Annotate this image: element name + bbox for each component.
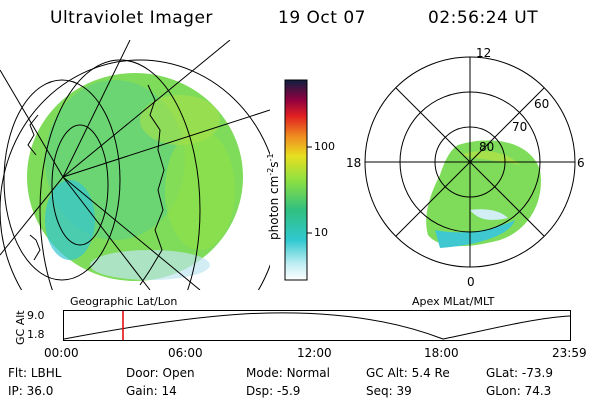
- status-seq: Seq: 39: [366, 384, 412, 398]
- altitude-tick-max: 9.0: [27, 309, 45, 322]
- time-tick-1800: 18:00: [424, 346, 459, 360]
- status-mode: Mode: Normal: [246, 366, 330, 380]
- instrument-title: Ultraviolet Imager: [50, 8, 213, 28]
- colorbar: [284, 79, 312, 281]
- status-filter: Flt: LBHL: [8, 366, 62, 380]
- mlt-label-18: 18: [346, 156, 362, 170]
- mlt-label-12: 12: [476, 46, 492, 60]
- status-dsp: Dsp: -5.9: [246, 384, 301, 398]
- uv-image-disk: [27, 73, 243, 281]
- time-tick-1200: 12:00: [297, 346, 332, 360]
- mlt-label-0: 0: [467, 275, 475, 289]
- colorbar-tick-10: 10: [314, 226, 328, 239]
- polar-caption: Apex MLat/MLT: [412, 295, 495, 308]
- polar-plot: [364, 56, 576, 268]
- status-door: Door: Open: [126, 366, 195, 380]
- time-tick-0000: 00:00: [44, 346, 79, 360]
- lat-lon-grid: [0, 40, 270, 290]
- colorbar-tick-100: 100: [314, 140, 335, 153]
- status-gain: Gain: 14: [126, 384, 177, 398]
- time-tick-0600: 06:00: [168, 346, 203, 360]
- altitude-tick-min: 1.8: [27, 328, 45, 341]
- altitude-axis-label: GC Alt: [14, 310, 27, 345]
- altitude-plot: [63, 310, 571, 341]
- colorbar-label: photon cm-2s-1: [266, 153, 281, 240]
- status-glon: GLon: 74.3: [486, 384, 552, 398]
- geographic-caption: Geographic Lat/Lon: [70, 295, 178, 308]
- mlat-label-70: 70: [512, 120, 528, 134]
- time-tick-2359: 23:59: [552, 346, 587, 360]
- coastline: [27, 84, 165, 286]
- polar-grid: [364, 56, 576, 268]
- geographic-map: [0, 40, 270, 290]
- status-glat: GLat: -73.9: [486, 366, 553, 380]
- status-gc-alt: GC Alt: 5.4 Re: [366, 366, 450, 380]
- observation-date: 19 Oct 07: [278, 8, 366, 28]
- mlt-label-6: 6: [577, 156, 585, 170]
- status-ip: IP: 36.0: [8, 384, 54, 398]
- mlat-label-60: 60: [534, 97, 550, 111]
- observation-time: 02:56:24 UT: [428, 8, 539, 28]
- mlat-label-80: 80: [479, 140, 495, 154]
